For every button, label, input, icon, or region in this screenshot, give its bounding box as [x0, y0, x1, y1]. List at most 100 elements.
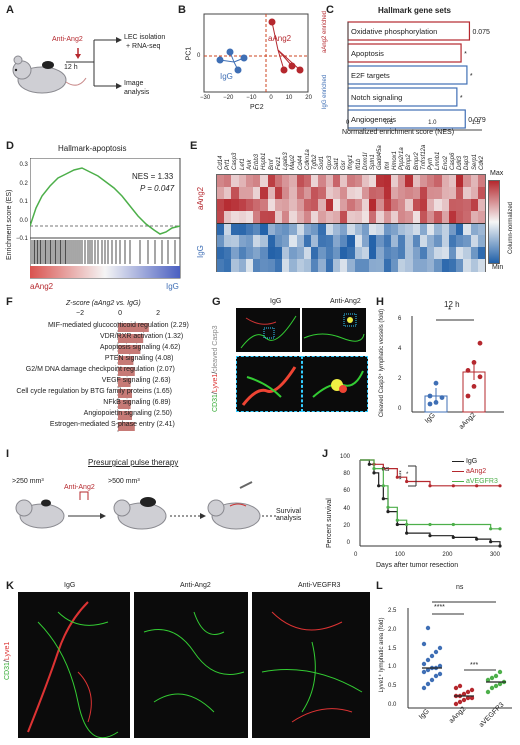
heatmap-cell	[463, 187, 471, 200]
heatmap-cell	[332, 259, 341, 272]
heatmap-cell	[311, 247, 319, 260]
heatmap-cell	[369, 199, 377, 212]
heatmap-cell	[361, 235, 370, 248]
heatmap-cell	[282, 247, 290, 260]
scatter-l-point	[429, 677, 435, 683]
survival-censor-mark	[386, 505, 390, 509]
scatter-l-point	[461, 697, 467, 703]
heatmap-cell	[289, 259, 298, 272]
heatmap-cell	[398, 259, 406, 272]
scheme-i-size1: >250 mm³	[12, 478, 44, 485]
heatmap-min: Min	[492, 264, 504, 271]
heatmap-cell	[231, 259, 240, 272]
heatmap-cell	[419, 211, 428, 224]
pca-ylabel: PC1	[185, 46, 193, 61]
mouse-2	[113, 497, 167, 530]
pca-ytick: 0	[197, 53, 201, 59]
heatmap-cell	[303, 199, 312, 212]
heatmap-cell	[441, 235, 450, 248]
heatmap-cell	[231, 247, 240, 260]
heatmap-cell	[245, 235, 254, 248]
gsea-bar-label: Notch signaling	[351, 93, 402, 102]
heatmap-cell	[325, 175, 334, 188]
heatmap-cell	[347, 259, 356, 272]
scatter-l-point	[421, 669, 427, 675]
heatmap-cell	[376, 223, 385, 236]
heatmap-cell	[253, 259, 261, 272]
heatmap-cell	[296, 259, 305, 272]
heatmap-cell	[260, 187, 269, 200]
survival-censor-mark	[395, 475, 399, 479]
heatmap-cell	[296, 235, 305, 248]
heatmap-cell	[289, 223, 298, 236]
heatmap-cell	[405, 247, 414, 260]
heatmap-gene-label: Cd14	[218, 155, 224, 170]
heatmap-cell	[224, 187, 232, 200]
heatmap-cell	[245, 187, 254, 200]
heatmap-cell	[217, 247, 225, 260]
heatmap-cell	[361, 223, 370, 236]
heatmap-cell	[419, 175, 428, 188]
heatmap-gene-label: Ifi1b	[355, 158, 362, 170]
heatmap-cell	[434, 223, 443, 236]
scatter-l-point	[497, 669, 503, 675]
heatmap-gene-label: Ifngr1	[348, 154, 355, 170]
bar-h-point	[465, 393, 471, 399]
panel-label-j: J	[322, 448, 329, 460]
gsea-bar-label: Angiogenesis	[351, 115, 396, 124]
scheme-i-size2: >500 mm³	[108, 478, 140, 485]
heatmap-cell	[376, 187, 385, 200]
heatmap-cell	[456, 223, 464, 236]
heatmap-cell	[274, 259, 283, 272]
heatmap-gene-label: Bmf	[268, 159, 275, 170]
enrichment-title: Hallmark-apoptosis	[58, 144, 127, 153]
gsea-annotation: 0.079	[468, 117, 486, 124]
heatmap-cell	[376, 211, 385, 224]
heatmap-cell	[463, 211, 471, 224]
heatmap-cell	[405, 211, 414, 224]
heatmap-gene-label: Lmnb1	[435, 151, 442, 170]
scatter-l-point	[457, 683, 463, 689]
gsea-title: Hallmark gene sets	[378, 6, 451, 15]
heatmap-cell	[296, 199, 305, 212]
bar-h-chart	[411, 316, 504, 413]
heatmap-cell	[303, 235, 312, 248]
bar-h-point	[471, 384, 477, 389]
mouse-1	[15, 499, 65, 529]
heatmap-gene-label: Tgfb2	[312, 154, 319, 170]
heatmap-gene-label: Sptn1	[370, 154, 377, 170]
heatmap-row-aang2: aAng2	[196, 186, 205, 210]
heatmap-gene-label: Casp6	[449, 152, 456, 170]
scatter-l-point	[465, 689, 471, 695]
survival-censor-mark	[451, 535, 455, 539]
heatmap-gene-label: Lef1	[239, 158, 246, 170]
heatmap-cell	[398, 235, 406, 248]
scatter-l-point	[437, 671, 443, 677]
heatmap-cell	[369, 187, 377, 200]
scatter-l-ylabel: Lyve1⁺ lymphatic area (fold)	[379, 617, 385, 693]
heatmap-cell	[419, 235, 428, 248]
heatmap-cell	[325, 235, 334, 248]
heatmap-cell	[398, 175, 406, 188]
heatmap-cell	[340, 175, 348, 188]
heatmap-gene-label: Sat1	[333, 157, 340, 170]
scatter-l-point	[469, 695, 475, 701]
gsea-annotation: *	[470, 73, 473, 80]
scatter-l-point	[425, 681, 431, 687]
heatmap-cell	[303, 247, 312, 260]
heatmap-gene-label: Lgals3	[283, 152, 290, 170]
heatmap-gene-label: Erbb3	[254, 153, 261, 170]
heatmap-cell	[419, 223, 428, 236]
heatmap-cell	[441, 175, 450, 188]
heatmap-cell	[448, 247, 457, 260]
bar-h-point	[477, 340, 483, 346]
heatmap-cell	[231, 223, 240, 236]
scatter-l-point	[425, 625, 431, 631]
heatmap-cell	[267, 199, 276, 212]
heatmap-cell	[340, 199, 348, 212]
heatmap-cell	[390, 247, 399, 260]
heatmap-cell	[238, 235, 247, 248]
pca-xlabel: PC2	[250, 104, 264, 111]
heatmap-gene-label: Cd44	[297, 155, 304, 170]
heatmap-cell	[332, 211, 341, 224]
